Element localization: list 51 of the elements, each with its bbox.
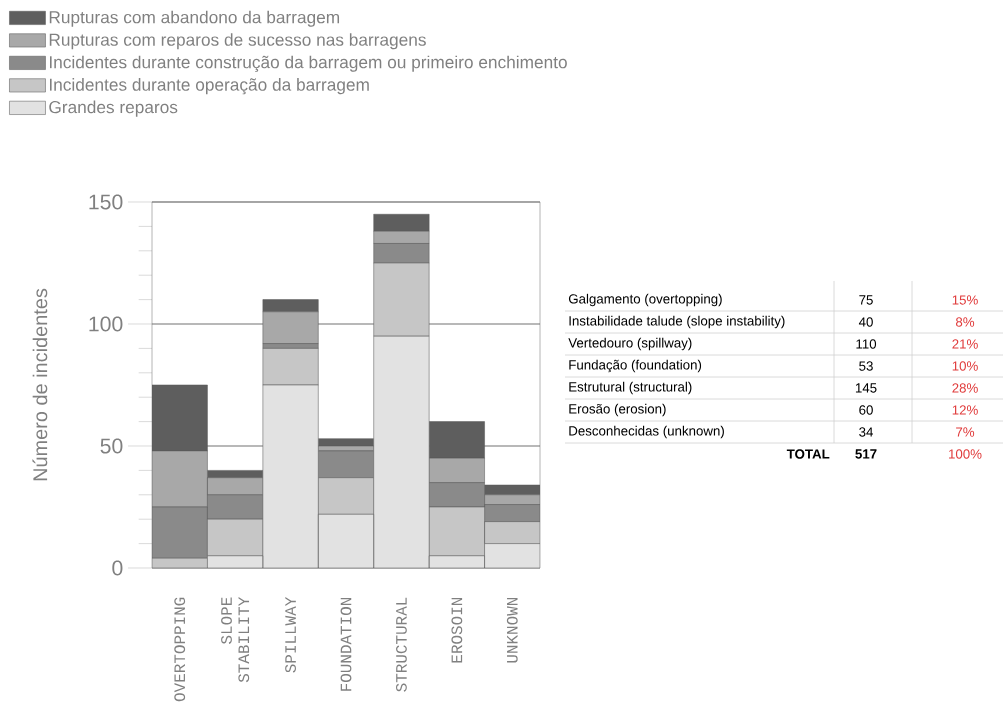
x-tick-label: SPILLWAY [285, 597, 296, 673]
legend-label: Incidentes durante construção da barragem ou primeiro enchimento [49, 55, 567, 72]
bar [318, 477, 374, 515]
legend-label: Incidentes durante operação da barragem [49, 78, 369, 95]
legend-label: Rupturas com reparos de sucesso nas barragens [49, 33, 426, 50]
text: 60 [859, 405, 873, 415]
bar [373, 262, 430, 337]
text: 34 [859, 427, 873, 437]
bar [373, 243, 430, 264]
text: Galgamento (overtopping) [568, 293, 722, 307]
text: 10% [952, 361, 978, 371]
text: 8% [955, 317, 975, 327]
y-tick-label: 0 [112, 560, 123, 576]
text: Vertedouro (spillway) [568, 337, 692, 351]
bar [262, 311, 319, 344]
x-tick-label: FOUNDATION [340, 597, 352, 691]
text: 40 [858, 317, 873, 327]
legend-label: Rupturas com abandono da barragem [49, 10, 340, 27]
text: 28% [952, 383, 978, 393]
text: 100% [949, 449, 982, 459]
text: 15% [952, 295, 978, 305]
text: 12% [952, 405, 978, 415]
text: 145 [855, 383, 877, 393]
text: Desconhecidas (unknown) [569, 425, 724, 439]
y-tick-label: 150 [89, 194, 123, 210]
bar [428, 421, 485, 459]
text: 7% [956, 427, 975, 437]
x-tick-label: OVERTOPPING [174, 597, 186, 702]
y-axis-title: Número de incidentes [32, 288, 48, 481]
text: Estrutural (structural) [569, 381, 692, 395]
bar [484, 494, 540, 505]
x-tick-label: STRUCTURAL [396, 597, 407, 692]
y-tick-label: 100 [89, 316, 123, 332]
text: Erosão (erosion) [569, 403, 666, 417]
x-tick-label: SLOPE STABILITY [221, 597, 250, 683]
text: 517 [855, 449, 877, 459]
text: 75 [859, 295, 873, 305]
bar [318, 450, 374, 478]
bar [207, 518, 264, 557]
text: TOTAL [786, 449, 830, 459]
bar [262, 348, 319, 386]
x-tick-label: EROSOIN [451, 597, 463, 663]
text: Instabilidade talude (slope instability) [569, 315, 785, 329]
text: 21% [952, 339, 978, 349]
text: Fundação (foundation) [569, 359, 702, 373]
bar [428, 457, 485, 483]
legend-label: Grandes reparos [49, 100, 178, 117]
text: 53 [859, 361, 873, 371]
y-tick-label: 50 [100, 438, 123, 454]
x-tick-label: UNKNOWN [506, 597, 518, 663]
text: 110 [856, 339, 877, 349]
